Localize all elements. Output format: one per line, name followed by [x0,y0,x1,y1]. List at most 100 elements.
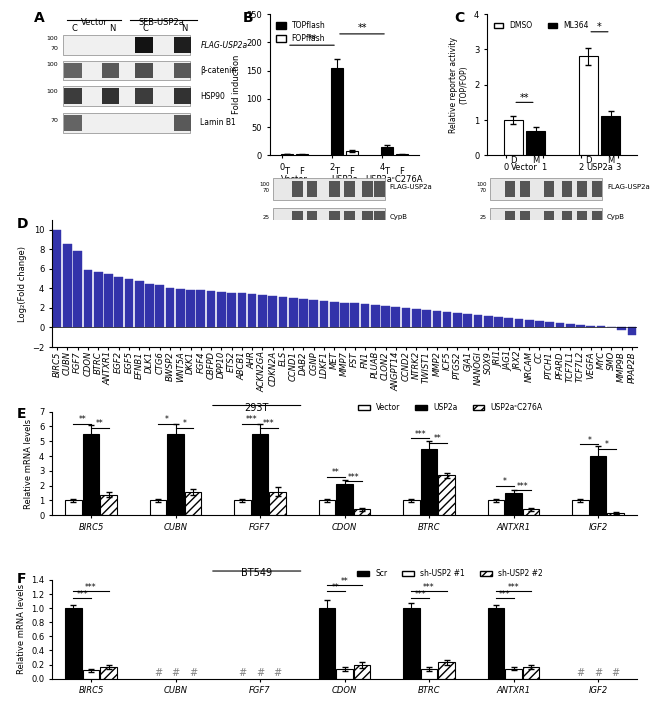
Bar [354,509,370,515]
FancyBboxPatch shape [64,88,82,104]
Bar [371,305,380,327]
Bar [83,670,99,679]
Bar [354,665,370,679]
Bar [627,327,636,335]
Text: N: N [181,24,187,33]
Bar [535,321,544,327]
FancyBboxPatch shape [62,113,190,133]
Bar [576,325,585,327]
Text: HSP90: HSP90 [200,91,226,100]
Bar [381,147,393,156]
Text: **: ** [307,35,317,45]
Bar [525,320,534,327]
Text: #: # [274,668,281,678]
Bar [506,669,521,679]
Text: ***: *** [263,419,274,428]
FancyBboxPatch shape [174,115,192,131]
Bar [586,325,595,327]
Text: *: * [588,436,591,445]
Text: C: C [454,11,464,25]
Text: 293T: 293T [244,404,269,414]
Bar [337,484,352,515]
Bar [494,317,503,327]
Text: 100: 100 [46,62,58,67]
Text: 100: 100 [46,88,58,93]
Text: Vector: Vector [511,163,538,172]
Bar [403,501,420,515]
Bar [601,117,620,156]
Bar [309,300,318,327]
Bar [53,230,62,327]
Text: #: # [239,668,246,678]
FancyBboxPatch shape [62,61,190,81]
Text: N: N [109,24,115,33]
Bar [319,501,335,515]
Bar [185,491,202,515]
Bar [258,296,266,327]
Legend: Vector, USP2a, USP2aᶜC276A: Vector, USP2a, USP2aᶜC276A [355,400,545,415]
Bar [135,281,144,327]
Text: 70: 70 [50,118,58,123]
FancyBboxPatch shape [174,88,192,104]
Bar [396,154,408,156]
Bar [196,291,205,327]
Legend: Scr, sh-USP2 #1, sh-USP2 #2: Scr, sh-USP2 #1, sh-USP2 #2 [354,566,545,581]
Text: 100: 100 [46,36,58,41]
Bar [515,319,523,327]
FancyBboxPatch shape [64,63,82,78]
Text: ***: *** [85,583,97,592]
Bar [150,501,166,515]
Bar [279,297,287,327]
Bar [346,151,358,156]
FancyBboxPatch shape [174,37,192,53]
Text: **: ** [79,415,86,424]
Text: ***: *** [415,590,426,599]
Text: #: # [577,668,584,678]
Bar [331,68,343,156]
FancyBboxPatch shape [135,88,153,104]
Bar [391,307,400,327]
Text: **: ** [358,23,367,33]
Text: **: ** [520,93,529,103]
FancyBboxPatch shape [135,63,153,78]
Text: USP2a: USP2a [586,163,613,172]
Text: *: * [597,22,602,32]
FancyBboxPatch shape [64,115,82,131]
Bar [474,315,482,327]
Text: β-catenin: β-catenin [200,66,237,75]
Bar [573,501,589,515]
Text: *: * [503,477,506,486]
Bar [545,322,554,327]
Text: F: F [400,167,404,175]
Text: ***: *** [517,481,528,491]
Bar [330,302,339,327]
Bar [145,284,154,327]
Text: C: C [142,24,148,33]
Bar [566,324,575,327]
Bar [579,57,597,156]
Bar [65,501,82,515]
Text: **: ** [96,419,103,428]
Text: **: ** [341,577,348,586]
Text: T: T [335,167,339,175]
Bar [523,667,539,679]
Bar [402,308,410,327]
Text: F: F [17,572,27,586]
Bar [432,311,441,327]
Y-axis label: Log₂(Fold change): Log₂(Fold change) [18,245,27,322]
Bar [65,608,82,679]
Text: C: C [72,24,77,33]
Text: B: B [242,11,253,25]
Bar [337,669,352,679]
Bar [63,245,72,327]
Bar [270,491,286,515]
Text: F: F [350,167,354,175]
Bar [381,306,390,327]
Y-axis label: Fold induction: Fold induction [231,55,240,115]
Bar [125,279,133,327]
Bar [100,494,117,515]
Bar [506,493,521,515]
FancyBboxPatch shape [101,88,120,104]
Text: #: # [154,668,162,678]
Text: F: F [300,167,304,175]
